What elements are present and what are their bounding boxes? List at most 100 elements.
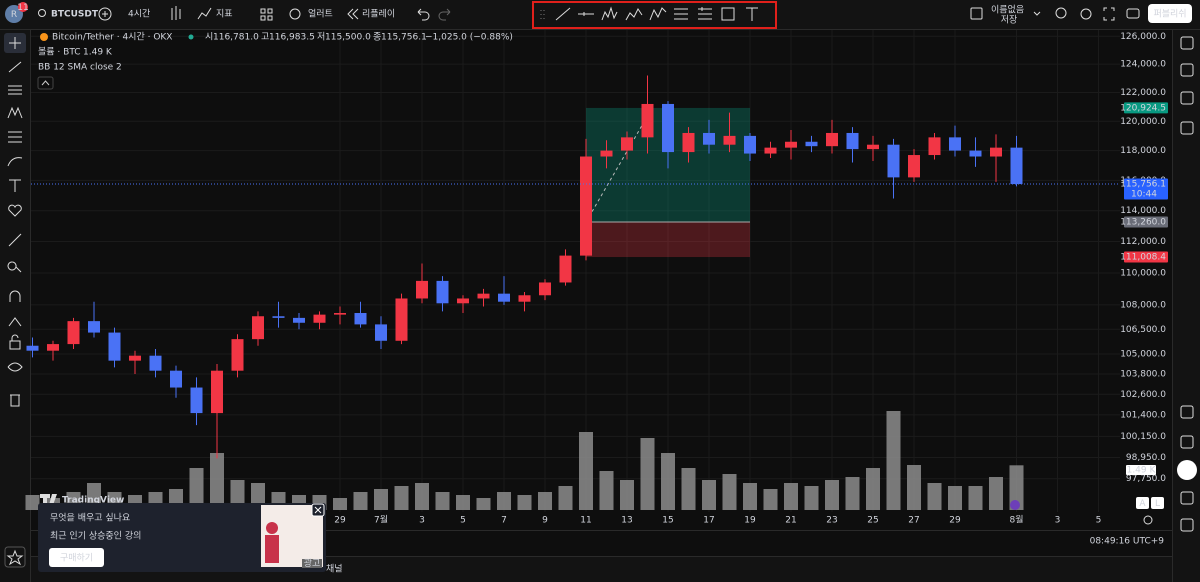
drawing-tool[interactable] xyxy=(721,7,735,21)
sidebar-button[interactable] xyxy=(1180,491,1194,505)
snapshot-button[interactable] xyxy=(1126,8,1140,19)
drawing-tool[interactable] xyxy=(674,8,688,20)
drawing-tool[interactable] xyxy=(578,12,594,16)
tool-button[interactable] xyxy=(10,394,20,407)
tool-button[interactable] xyxy=(7,261,22,273)
volume-bar xyxy=(1009,465,1024,510)
y-tick-label: 98,950.0 xyxy=(1126,453,1166,463)
symbol-search[interactable]: BTCUSDT xyxy=(51,10,99,20)
replay-button[interactable]: 리플레이 xyxy=(362,9,395,20)
volume-bar xyxy=(415,483,429,510)
chart-style-icon[interactable] xyxy=(171,6,181,20)
ad-figure xyxy=(266,522,278,534)
volume-bar xyxy=(702,480,716,510)
tool-button[interactable] xyxy=(8,85,22,95)
volume-bar xyxy=(763,489,778,510)
volume-bar xyxy=(25,495,40,510)
indicators-button[interactable]: 지표 xyxy=(216,9,233,20)
sidebar-button[interactable] xyxy=(1180,435,1194,449)
tool-button[interactable] xyxy=(7,157,23,167)
tool-button[interactable] xyxy=(9,290,21,302)
volume-bar xyxy=(497,492,511,510)
undo-button[interactable] xyxy=(417,8,430,21)
collapse-button[interactable] xyxy=(37,76,54,90)
candle-body xyxy=(518,295,531,302)
volume-bar xyxy=(968,486,983,510)
interval-button[interactable]: 4시간 xyxy=(128,9,150,20)
sidebar-button[interactable] xyxy=(1177,460,1197,480)
axis-settings[interactable] xyxy=(1143,515,1153,525)
panel-tab[interactable]: 채널 xyxy=(326,564,343,575)
tool-button[interactable] xyxy=(7,362,23,372)
log-scale-button[interactable] xyxy=(1151,497,1164,509)
drawing-tool[interactable] xyxy=(698,7,712,20)
volume-bar xyxy=(210,453,224,510)
ad-close-x xyxy=(314,506,322,514)
tool-button[interactable] xyxy=(8,204,22,217)
loss-zone xyxy=(586,222,750,258)
volume-bar xyxy=(989,477,1003,510)
tool-button[interactable] xyxy=(8,131,22,143)
tool-button[interactable] xyxy=(8,61,22,73)
avatar[interactable] xyxy=(5,5,23,23)
layout-name[interactable]: 이름없음 xyxy=(991,5,1024,16)
drawing-tool[interactable] xyxy=(649,7,667,21)
tool-button[interactable] xyxy=(8,317,22,327)
sidebar-button[interactable] xyxy=(1180,405,1194,419)
quick-search[interactable] xyxy=(1055,7,1067,19)
star xyxy=(6,549,24,566)
redo-button[interactable] xyxy=(438,8,451,21)
candle-body xyxy=(293,317,305,323)
drawing-tool[interactable] xyxy=(625,8,643,21)
price-label-box xyxy=(1124,178,1168,200)
ohlc-value: 115,500.0 xyxy=(325,33,371,43)
volume-bar xyxy=(743,483,757,510)
ui: Bitcoin/Tether · 4시간 · OKX 시 116,781.0 고 116… xyxy=(4,2,1197,575)
sidebar-button[interactable] xyxy=(1180,91,1194,105)
y-tick-label: 120,000.0 xyxy=(1120,117,1166,127)
settings-button[interactable] xyxy=(1080,8,1092,20)
candle-body xyxy=(395,298,408,341)
volume-bar xyxy=(804,486,819,510)
tool-button[interactable] xyxy=(9,179,21,192)
layout-menu[interactable] xyxy=(1033,11,1041,16)
tool-button[interactable] xyxy=(8,233,22,247)
sidebar-button[interactable] xyxy=(1180,121,1194,135)
ad-button[interactable] xyxy=(49,548,104,567)
ohlc-label: 시 xyxy=(205,32,213,43)
tool-button[interactable] xyxy=(7,106,23,119)
sidebar-button[interactable] xyxy=(1180,36,1194,50)
tool-button[interactable] xyxy=(9,334,21,350)
top-toolbar xyxy=(0,0,1200,29)
ohlc-change: −1,025.0 (−0.88%) xyxy=(425,33,513,43)
ohlc-label: 고 xyxy=(261,33,269,43)
favorites-button[interactable] xyxy=(4,546,26,568)
publish-button[interactable] xyxy=(1148,4,1192,23)
ohlc-label: 저 xyxy=(317,32,325,43)
sidebar-button[interactable] xyxy=(1180,518,1194,532)
volume-bar xyxy=(825,480,839,510)
ad-badge-box xyxy=(302,559,322,568)
save-status: 저장 xyxy=(1001,15,1018,26)
sidebar-button[interactable] xyxy=(1180,63,1194,77)
x-tick-label: 25 xyxy=(867,516,878,526)
ohlc-value: 116,983.5 xyxy=(269,33,315,43)
drawing-tool[interactable] xyxy=(746,7,758,21)
volume-bar xyxy=(456,495,470,510)
volume-bar xyxy=(230,480,245,510)
badge xyxy=(18,2,28,12)
volume-bar xyxy=(517,495,532,510)
drawing-tool[interactable] xyxy=(601,6,618,21)
compare-button[interactable] xyxy=(98,7,112,21)
auto-scale-button[interactable] xyxy=(1136,497,1149,509)
drawing-tool[interactable] xyxy=(555,7,571,21)
alert-button[interactable]: 얼러트 xyxy=(308,9,333,20)
templates-icon[interactable] xyxy=(260,8,273,21)
fullscreen-button[interactable] xyxy=(1103,7,1115,21)
legend-title: Bitcoin/Tether · 4시간 · OKX xyxy=(52,32,172,43)
tool-button[interactable] xyxy=(9,37,21,49)
volume-bar xyxy=(722,474,737,510)
volume-bar xyxy=(435,492,450,510)
event-marker xyxy=(1010,500,1020,510)
ad-button-label: 구매하기 xyxy=(60,553,93,564)
